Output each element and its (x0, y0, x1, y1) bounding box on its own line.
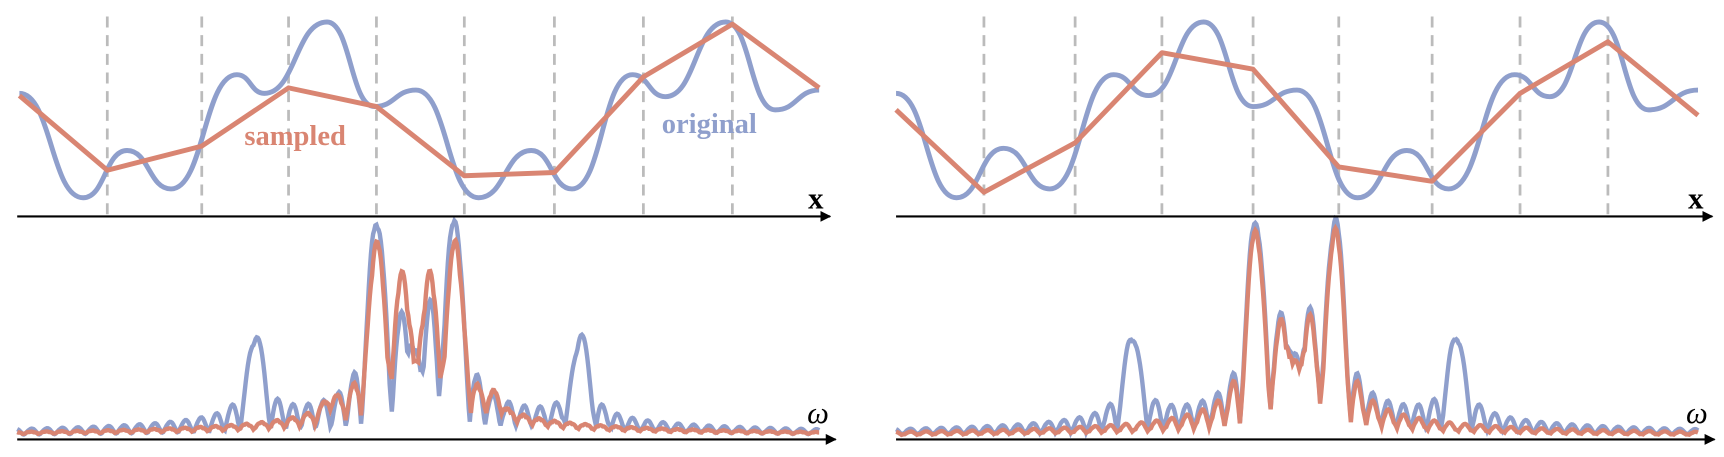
x-axis-label: x (1688, 182, 1704, 216)
sampled-signal (894, 39, 1700, 195)
sampled-spectrum (895, 223, 1699, 438)
original-spectrum (895, 214, 1700, 440)
sampled-label: sampled (244, 121, 346, 152)
freq-axis-label: ω (1686, 396, 1708, 430)
x-axis-label: x (808, 182, 824, 216)
original-signal (895, 19, 1699, 201)
original-signal (18, 19, 820, 201)
freq-axis-label: ω (807, 396, 829, 430)
curves (16, 16, 1700, 440)
original-label: original (662, 109, 757, 140)
sampled-signal (17, 21, 821, 179)
sampled-spectrum (16, 236, 820, 437)
original-spectrum (16, 216, 821, 437)
